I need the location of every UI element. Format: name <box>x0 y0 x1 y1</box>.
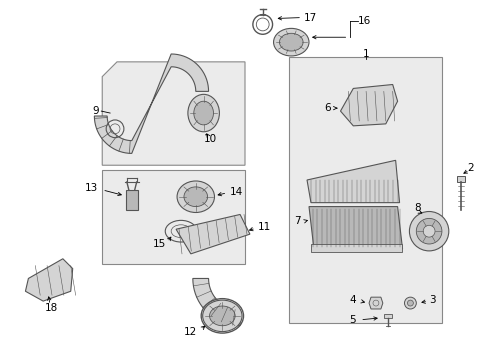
Ellipse shape <box>188 94 220 132</box>
Ellipse shape <box>203 300 242 332</box>
Ellipse shape <box>279 33 303 51</box>
Text: 15: 15 <box>153 239 166 249</box>
Circle shape <box>423 225 435 237</box>
Text: 16: 16 <box>358 15 371 26</box>
Text: 1: 1 <box>363 49 369 59</box>
Text: 6: 6 <box>324 103 331 113</box>
Bar <box>102 170 245 264</box>
Polygon shape <box>369 297 383 309</box>
Text: 17: 17 <box>304 13 318 23</box>
Circle shape <box>410 212 449 251</box>
Text: 8: 8 <box>414 203 420 212</box>
Bar <box>126 190 138 210</box>
Text: 18: 18 <box>45 303 58 313</box>
Text: 4: 4 <box>350 295 356 305</box>
Bar <box>311 244 401 252</box>
Text: 5: 5 <box>350 315 356 325</box>
Text: 13: 13 <box>85 183 98 193</box>
Text: 2: 2 <box>467 163 474 173</box>
Text: 7: 7 <box>294 216 301 226</box>
Text: 14: 14 <box>230 187 244 197</box>
Circle shape <box>408 300 414 306</box>
Ellipse shape <box>273 28 309 56</box>
Polygon shape <box>102 62 245 165</box>
Polygon shape <box>309 207 402 249</box>
Text: 9: 9 <box>93 106 99 116</box>
Text: 3: 3 <box>429 295 436 305</box>
Polygon shape <box>307 160 399 203</box>
Ellipse shape <box>184 187 208 207</box>
Bar <box>289 57 442 323</box>
Circle shape <box>416 219 442 244</box>
Polygon shape <box>176 215 250 254</box>
Text: 12: 12 <box>184 327 197 337</box>
Polygon shape <box>341 85 397 126</box>
Polygon shape <box>95 54 209 153</box>
Ellipse shape <box>194 101 214 125</box>
Ellipse shape <box>210 306 235 326</box>
Text: 11: 11 <box>258 222 271 232</box>
Polygon shape <box>193 278 240 326</box>
Ellipse shape <box>177 181 215 212</box>
Text: 10: 10 <box>204 134 217 144</box>
Circle shape <box>405 297 416 309</box>
Bar <box>384 314 392 318</box>
Polygon shape <box>25 259 73 301</box>
Bar <box>457 176 465 182</box>
